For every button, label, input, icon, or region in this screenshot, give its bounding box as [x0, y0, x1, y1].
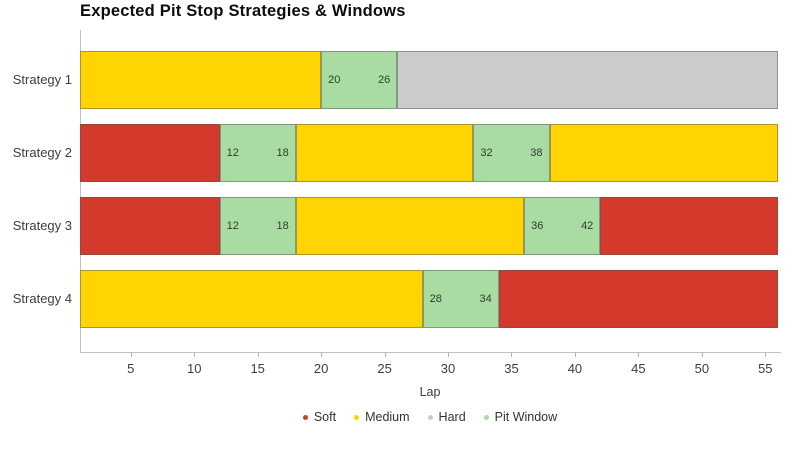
x-tick-label: 10 — [186, 361, 202, 376]
x-tick-mark — [701, 352, 703, 357]
x-tick-mark — [194, 352, 196, 357]
pit-window-end-label: 18 — [276, 147, 289, 159]
x-tick-label: 45 — [631, 361, 646, 376]
stint-segment-medium — [80, 270, 423, 328]
pit-window-start-label: 32 — [480, 147, 493, 159]
x-tick-mark — [257, 352, 259, 357]
stint-segment-medium — [549, 124, 778, 182]
pit-window-start-label: 12 — [226, 147, 239, 159]
stint-segment-soft — [498, 270, 778, 328]
x-axis-title: Lap — [419, 385, 441, 399]
chart-title: Expected Pit Stop Strategies & Windows — [80, 2, 406, 20]
stint-segment-soft — [80, 197, 220, 255]
stint-segment-hard — [397, 51, 778, 109]
x-tick-label: 20 — [313, 361, 329, 376]
x-tick-mark — [574, 352, 576, 357]
x-tick-mark — [765, 352, 767, 357]
y-axis-line — [80, 30, 81, 353]
pit-window-end-label: 18 — [276, 220, 289, 232]
y-tick-label: Strategy 2 — [12, 145, 72, 160]
pit-window-start-label: 12 — [226, 220, 239, 232]
x-tick-mark — [511, 352, 513, 357]
legend-dot-icon — [354, 414, 360, 420]
pit-window-start-label: 20 — [328, 74, 341, 86]
y-tick-label: Strategy 1 — [12, 72, 72, 87]
legend-dot-icon — [427, 414, 433, 420]
stint-segment-soft — [80, 124, 220, 182]
pit-window-segment: 12 18 — [219, 124, 296, 182]
x-tick-label: 50 — [694, 361, 710, 376]
x-tick-label: 35 — [504, 361, 519, 376]
stint-segment-medium — [80, 51, 322, 109]
x-tick-label: 25 — [377, 361, 392, 376]
stint-segment-soft — [600, 197, 778, 255]
pit-window-end-label: 34 — [479, 293, 492, 305]
legend-label: Pit Window — [494, 410, 558, 424]
stint-segment-medium — [295, 124, 474, 182]
x-tick-label: 40 — [567, 361, 583, 376]
pit-window-segment: 28 34 — [422, 270, 499, 328]
pit-window-segment: 12 18 — [219, 197, 296, 255]
pit-window-segment: 32 38 — [473, 124, 550, 182]
legend-label: Medium — [365, 410, 410, 424]
legend-item-medium: Medium — [354, 410, 410, 424]
pit-window-end-label: 26 — [378, 74, 391, 86]
pit-window-end-label: 42 — [581, 220, 594, 232]
pit-window-start-label: 28 — [429, 293, 442, 305]
x-tick-mark — [384, 352, 386, 357]
y-tick-label: Strategy 3 — [12, 218, 72, 233]
pit-window-segment: 20 26 — [321, 51, 398, 109]
x-tick-label: 5 — [127, 361, 135, 376]
legend-label: Soft — [313, 410, 337, 424]
legend-dot-icon — [483, 414, 489, 420]
pit-window-end-label: 38 — [530, 147, 543, 159]
x-tick-mark — [130, 352, 132, 357]
legend-item-hard: Hard — [427, 410, 466, 424]
x-tick-label: 30 — [440, 361, 456, 376]
legend-dot-icon — [302, 414, 308, 420]
x-axis-line — [80, 352, 781, 353]
legend-item-soft: Soft — [302, 410, 337, 424]
legend-item-pit-window: Pit Window — [483, 410, 558, 424]
legend-label: Hard — [438, 410, 466, 424]
y-tick-label: Strategy 4 — [12, 291, 72, 306]
legend: Soft Medium Hard Pit Window — [80, 410, 780, 424]
pit-window-start-label: 36 — [531, 220, 544, 232]
x-tick-label: 15 — [250, 361, 265, 376]
x-tick-mark — [448, 352, 450, 357]
pit-window-segment: 36 42 — [524, 197, 601, 255]
stint-segment-medium — [295, 197, 525, 255]
x-tick-label: 55 — [758, 361, 773, 376]
x-tick-mark — [321, 352, 323, 357]
x-tick-mark — [638, 352, 640, 357]
